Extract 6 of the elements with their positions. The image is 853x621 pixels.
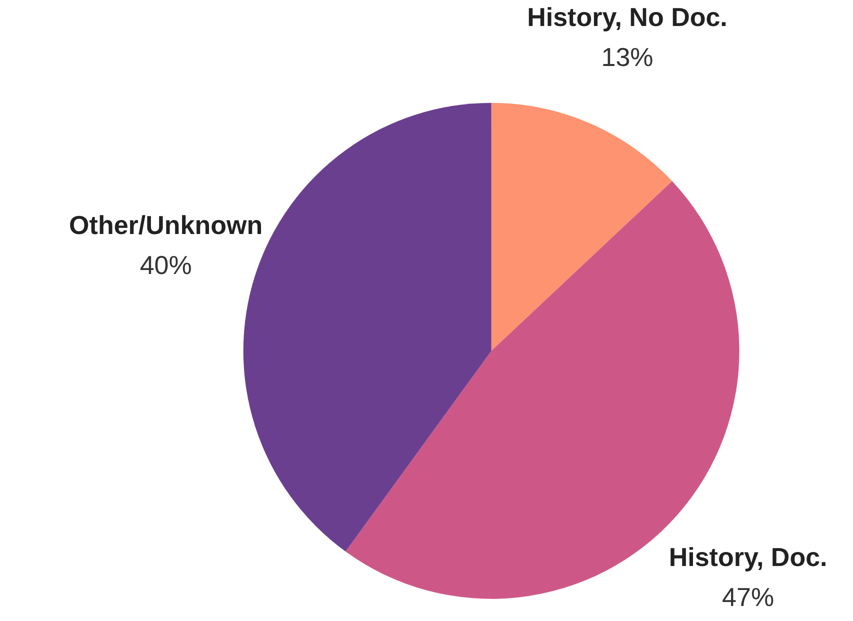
data-label: 47%: [722, 582, 774, 612]
slice-label: History, Doc.: [668, 542, 828, 572]
slice-label: Other/Unknown: [69, 210, 263, 240]
data-label: 40%: [140, 250, 192, 280]
slice-label: History, No Doc.: [527, 2, 728, 32]
data-label: 13%: [601, 42, 654, 72]
